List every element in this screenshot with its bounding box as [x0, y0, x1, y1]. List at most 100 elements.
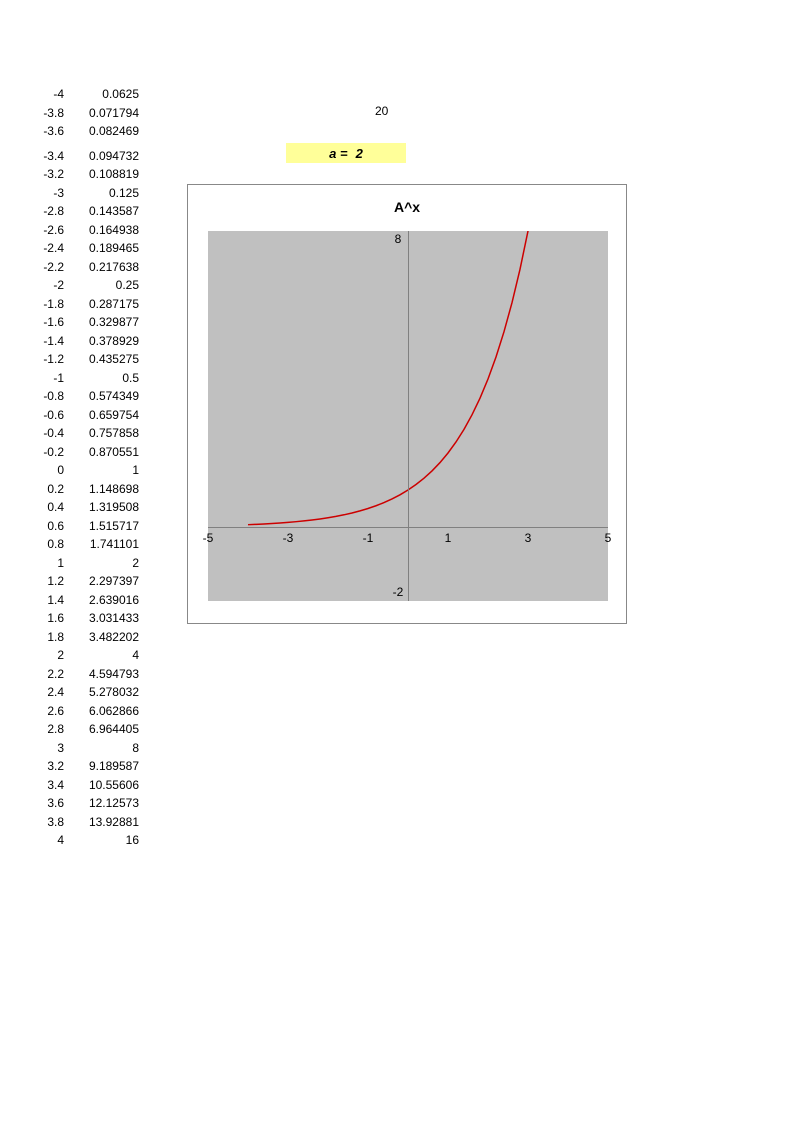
- cell-x: 2: [30, 646, 70, 665]
- cell-y: 13.92881: [70, 813, 145, 832]
- cell-x: -3.6: [30, 122, 70, 141]
- cell-y: 0.287175: [70, 295, 145, 314]
- table-row: -2.20.217638: [30, 258, 145, 277]
- table-row: 01: [30, 461, 145, 480]
- table-row: 38: [30, 739, 145, 758]
- cell-y: 0.094732: [70, 147, 145, 166]
- cell-y: 0.164938: [70, 221, 145, 240]
- cell-y: 0.435275: [70, 350, 145, 369]
- table-row: -2.80.143587: [30, 202, 145, 221]
- cell-x: 0.2: [30, 480, 70, 499]
- table-row: 2.66.062866: [30, 702, 145, 721]
- cell-y: 9.189587: [70, 757, 145, 776]
- cell-x: -3.4: [30, 147, 70, 166]
- x-tick-label: -1: [363, 531, 374, 545]
- x-tick-label: -3: [283, 531, 294, 545]
- table-row: 0.41.319508: [30, 498, 145, 517]
- cell-x: -2.6: [30, 221, 70, 240]
- cell-y: 16: [70, 831, 145, 850]
- cell-y: 10.55606: [70, 776, 145, 795]
- cell-y: 3.031433: [70, 609, 145, 628]
- table-row: 3.813.92881: [30, 813, 145, 832]
- header-value: 20: [375, 104, 388, 118]
- cell-x: -2.2: [30, 258, 70, 277]
- x-tick-label: 3: [525, 531, 532, 545]
- table-row: -10.5: [30, 369, 145, 388]
- cell-y: 12.12573: [70, 794, 145, 813]
- cell-y: 0.217638: [70, 258, 145, 277]
- cell-x: 1.4: [30, 591, 70, 610]
- x-tick-label: 1: [445, 531, 452, 545]
- table-row: 1.83.482202: [30, 628, 145, 647]
- table-row: -40.0625: [30, 85, 145, 104]
- cell-x: -0.6: [30, 406, 70, 425]
- cell-y: 0.378929: [70, 332, 145, 351]
- cell-y: 1.741101: [70, 535, 145, 554]
- table-row: -2.40.189465: [30, 239, 145, 258]
- table-row: 416: [30, 831, 145, 850]
- table-row: 3.29.189587: [30, 757, 145, 776]
- cell-x: -1.6: [30, 313, 70, 332]
- table-row: -2.60.164938: [30, 221, 145, 240]
- table-row: -3.60.082469: [30, 122, 145, 141]
- cell-y: 6.062866: [70, 702, 145, 721]
- cell-y: 0.125: [70, 184, 145, 203]
- cell-y: 2: [70, 554, 145, 573]
- cell-x: 3.2: [30, 757, 70, 776]
- table-row: 2.86.964405: [30, 720, 145, 739]
- table-row: -0.80.574349: [30, 387, 145, 406]
- cell-x: -3.8: [30, 104, 70, 123]
- table-row: -1.80.287175: [30, 295, 145, 314]
- cell-y: 1.148698: [70, 480, 145, 499]
- cell-x: -1.2: [30, 350, 70, 369]
- cell-y: 1.515717: [70, 517, 145, 536]
- y-tick-label: 8: [395, 232, 402, 246]
- cell-x: -0.8: [30, 387, 70, 406]
- cell-y: 8: [70, 739, 145, 758]
- cell-x: 3.4: [30, 776, 70, 795]
- cell-y: 0.108819: [70, 165, 145, 184]
- table-row: 2.45.278032: [30, 683, 145, 702]
- cell-x: 0.6: [30, 517, 70, 536]
- cell-x: 1: [30, 554, 70, 573]
- cell-y: 2.639016: [70, 591, 145, 610]
- plot-area: -5-3-1135-28: [208, 231, 608, 601]
- cell-y: 0.189465: [70, 239, 145, 258]
- table-row: -3.80.071794: [30, 104, 145, 123]
- table-row: -3.40.094732: [30, 147, 145, 166]
- cell-y: 4: [70, 646, 145, 665]
- table-row: -1.20.435275: [30, 350, 145, 369]
- parameter-box: a = 2: [286, 143, 406, 163]
- y-tick-label: -2: [393, 585, 404, 599]
- cell-x: 2.4: [30, 683, 70, 702]
- table-row: -0.60.659754: [30, 406, 145, 425]
- cell-y: 3.482202: [70, 628, 145, 647]
- parameter-label: a =: [329, 146, 347, 161]
- cell-x: 4: [30, 831, 70, 850]
- cell-y: 5.278032: [70, 683, 145, 702]
- cell-y: 0.329877: [70, 313, 145, 332]
- table-row: 24: [30, 646, 145, 665]
- cell-y: 0.5: [70, 369, 145, 388]
- cell-x: 1.6: [30, 609, 70, 628]
- cell-x: 0.8: [30, 535, 70, 554]
- cell-x: -3: [30, 184, 70, 203]
- table-row: -20.25: [30, 276, 145, 295]
- cell-x: 3: [30, 739, 70, 758]
- cell-x: -2: [30, 276, 70, 295]
- table-row: -0.20.870551: [30, 443, 145, 462]
- table-row: -1.60.329877: [30, 313, 145, 332]
- cell-x: -1: [30, 369, 70, 388]
- cell-x: -3.2: [30, 165, 70, 184]
- cell-y: 0.870551: [70, 443, 145, 462]
- chart-title: A^x: [188, 185, 626, 221]
- table-row: 1.22.297397: [30, 572, 145, 591]
- cell-x: 3.6: [30, 794, 70, 813]
- table-row: 0.81.741101: [30, 535, 145, 554]
- table-row: -3.20.108819: [30, 165, 145, 184]
- cell-x: 1.8: [30, 628, 70, 647]
- parameter-value: 2: [356, 146, 363, 161]
- cell-y: 0.25: [70, 276, 145, 295]
- table-row: -1.40.378929: [30, 332, 145, 351]
- cell-x: 1.2: [30, 572, 70, 591]
